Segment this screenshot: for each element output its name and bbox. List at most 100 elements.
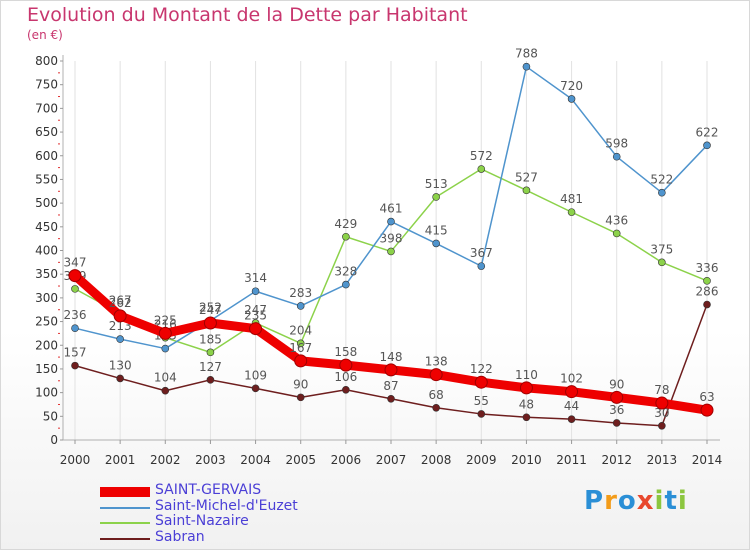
y-tick-label-100: 100 [35,386,58,400]
data-point-sabran-2003 [206,376,215,384]
data-point-sabran-2009 [477,410,486,418]
data-label-sabran-2005: 90 [293,377,308,391]
legend-item-sabran: Sabran [100,529,420,547]
data-label-sabran-2003: 127 [199,360,222,374]
data-label-saint-gervais-2013: 78 [654,383,669,397]
x-tick-label-2009: 2009 [466,453,497,467]
data-point-saint-nazaire-2000 [71,285,79,293]
data-label-sabran-2013: 30 [654,406,669,420]
data-label-saint-gervais-2004: 235 [244,309,267,323]
y-tick-label-350: 350 [35,267,58,281]
data-point-saint-gervais-2001 [113,309,127,323]
data-point-sabran-2000 [71,361,79,370]
data-point-saint-nazaire-2003 [206,348,215,357]
legend-item-saint-nazaire: Saint-Nazaire [100,513,420,531]
data-point-sabran-2006 [342,385,350,394]
data-label-saint-nazaire-2010: 527 [515,170,538,184]
data-label-saint-nazaire-2006: 429 [334,217,357,231]
data-point-sabran-2007 [387,394,395,403]
data-label-sabran-2002: 104 [154,371,177,385]
x-tick-label-2006: 2006 [331,453,362,467]
y-tick-label-250: 250 [35,315,58,329]
x-tick-label-2002: 2002 [150,453,181,467]
data-label-sabran-2014: 286 [696,285,719,299]
data-point-saint-gervais-2014 [700,403,714,417]
legend-label-saint-michel-d-euzet: Saint-Michel-d'Euzet [155,498,298,514]
data-label-sabran-2009: 55 [474,394,489,408]
x-tick-label-2008: 2008 [421,453,452,467]
y-tick-label-150: 150 [35,362,58,376]
data-label-saint-michel-d-euzet-2006: 328 [334,265,357,279]
data-point-saint-nazaire-2005 [296,339,305,348]
y-tick-label-750: 750 [35,78,58,92]
data-label-saint-nazaire-2004: 247 [244,303,267,317]
data-label-saint-michel-d-euzet-2009: 367 [470,246,493,260]
legend-item-saint-michel-d-euzet: Saint-Michel-d'Euzet [100,498,420,516]
y-tick-label-450: 450 [35,220,58,234]
data-point-saint-michel-d-euzet-2009 [477,262,486,270]
data-point-saint-michel-d-euzet-2002 [161,344,170,353]
data-label-saint-nazaire-2001: 267 [109,294,132,308]
y-tick-label-0: 0 [50,433,58,447]
data-label-saint-nazaire-2008: 513 [425,177,448,191]
x-tick-label-2014: 2014 [692,453,723,467]
data-point-sabran-2012 [612,419,621,427]
data-point-saint-gervais-2007 [384,363,398,377]
x-tick-label-2013: 2013 [647,453,678,467]
data-label-saint-michel-d-euzet-2010: 788 [515,47,538,61]
x-tick-label-2005: 2005 [285,453,316,467]
data-label-saint-michel-d-euzet-2003: 252 [199,301,222,315]
data-label-saint-gervais-2003: 247 [199,303,222,317]
data-point-saint-gervais-2010 [519,381,533,395]
data-point-saint-gervais-2008 [429,368,443,382]
data-label-sabran-2010: 48 [519,397,534,411]
data-label-sabran-2008: 68 [429,388,444,402]
legend-swatch-saint-nazaire [100,522,150,524]
data-point-saint-gervais-2009 [474,375,488,389]
data-label-saint-gervais-2014: 63 [699,390,714,404]
y-tick-label-300: 300 [35,291,58,305]
data-point-sabran-2013 [658,421,666,430]
data-label-saint-gervais-2009: 122 [470,362,493,376]
data-point-saint-gervais-2013 [655,396,669,410]
data-label-sabran-2011: 44 [564,399,579,413]
data-label-saint-michel-d-euzet-2000: 236 [64,308,87,322]
data-point-sabran-2008 [432,403,440,412]
data-point-saint-nazaire-2012 [612,229,621,238]
data-point-sabran-2001 [116,374,124,383]
data-point-saint-gervais-2004 [249,322,263,336]
data-label-saint-nazaire-2007: 398 [380,231,403,245]
data-point-saint-nazaire-2008 [432,193,440,201]
data-label-saint-michel-d-euzet-2008: 415 [425,223,448,237]
x-tick-label-2012: 2012 [601,453,632,467]
y-tick-label-500: 500 [35,196,58,210]
data-point-sabran-2004 [251,384,260,393]
data-point-saint-michel-d-euzet-2000 [71,324,79,332]
legend-swatch-sabran [100,538,150,540]
x-tick-label-2011: 2011 [556,453,587,467]
data-label-saint-michel-d-euzet-2012: 598 [605,137,628,151]
y-axis-unit: (en €) [27,28,63,42]
data-point-sabran-2011 [567,415,576,423]
data-label-saint-gervais-2007: 148 [380,350,403,364]
data-label-saint-nazaire-2005: 204 [289,323,312,337]
data-label-sabran-2006: 106 [334,370,357,384]
data-point-saint-gervais-2011 [565,385,579,399]
x-tick-label-2010: 2010 [511,453,542,467]
data-label-saint-nazaire-2011: 481 [560,192,583,206]
data-point-saint-nazaire-2009 [477,165,486,173]
data-point-sabran-2014 [703,300,711,309]
data-label-sabran-2001: 130 [109,358,132,372]
data-point-saint-michel-d-euzet-2007 [387,217,395,226]
data-point-sabran-2002 [161,386,170,395]
legend-label-sabran: Sabran [155,529,205,545]
data-label-saint-michel-d-euzet-2014: 622 [696,125,719,139]
data-point-saint-michel-d-euzet-2005 [296,302,305,310]
data-point-saint-nazaire-2007 [387,247,395,256]
data-label-saint-nazaire-2009: 572 [470,149,493,163]
y-tick-label-700: 700 [35,101,58,115]
data-point-saint-gervais-2002 [158,326,172,340]
data-label-saint-nazaire-2012: 436 [605,213,628,227]
